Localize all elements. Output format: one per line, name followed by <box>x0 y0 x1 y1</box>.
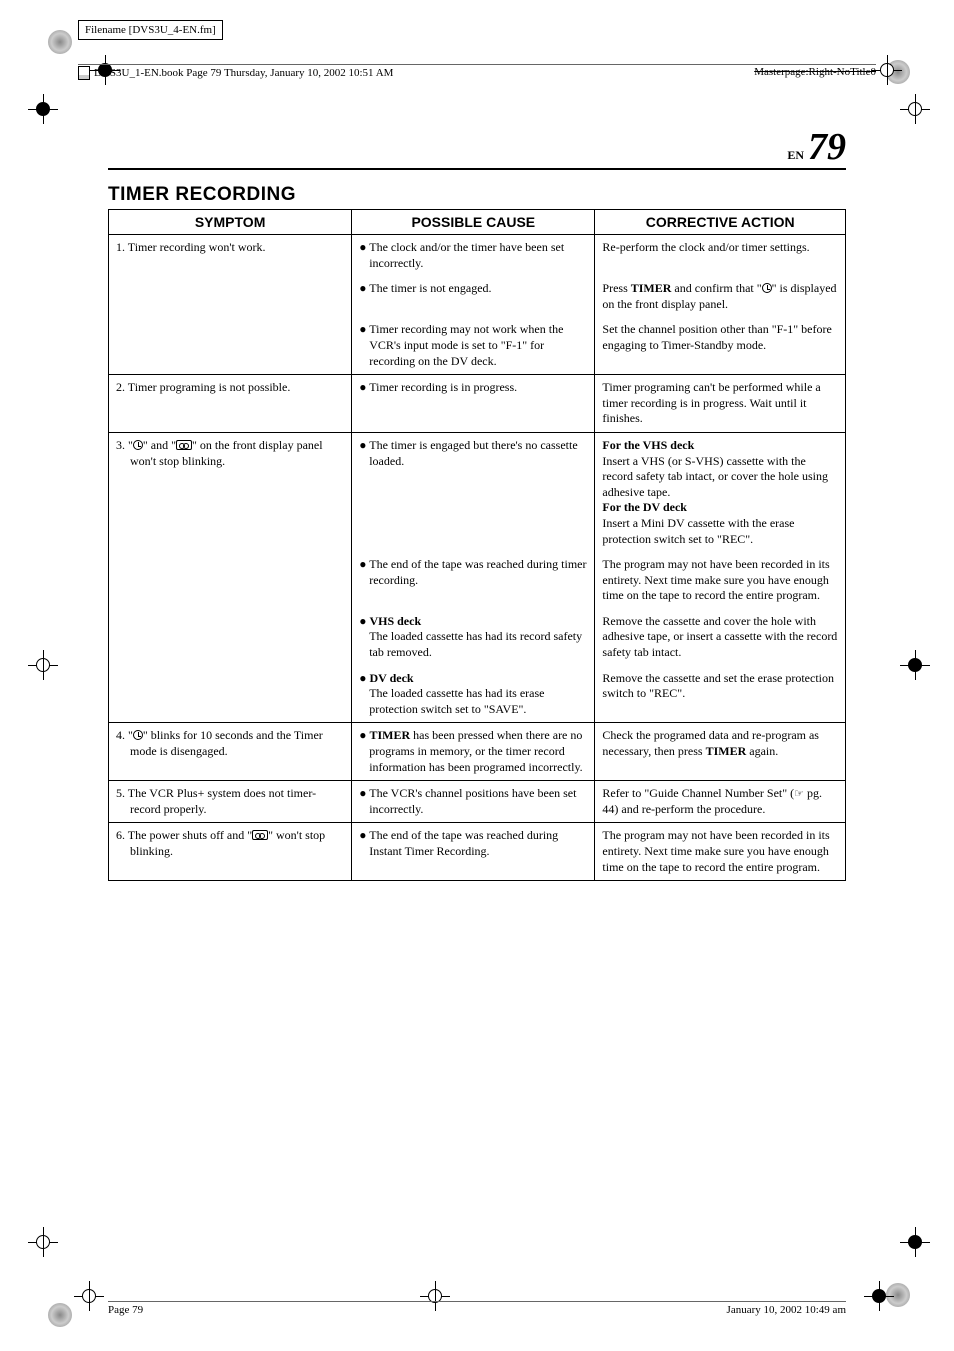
cause-cell: ● Timer recording is in progress. <box>352 375 595 433</box>
action-cell: Set the channel position other than "F-1… <box>595 317 846 374</box>
table-row: 5. The VCR Plus+ system does not timer-r… <box>109 781 846 823</box>
crop-mark <box>74 1281 104 1311</box>
reg-mark-bl <box>48 1303 72 1327</box>
crop-mark <box>864 1281 894 1311</box>
cause-cell: ● The end of the tape was reached during… <box>352 552 595 609</box>
action-cell: Press TIMER and confirm that "" is displ… <box>595 276 846 317</box>
masterpage-label: Masterpage:Right-NoTitle0 <box>754 66 876 80</box>
crop-mark <box>900 650 930 680</box>
table-row: 6. The power shuts off and "" won't stop… <box>109 823 846 881</box>
cause-cell: ● DV deckThe loaded cassette has had its… <box>352 666 595 723</box>
cause-cell: ● The VCR's channel positions have been … <box>352 781 595 823</box>
clock-icon <box>133 730 143 740</box>
cause-cell: ● Timer recording may not work when the … <box>352 317 595 374</box>
crop-mark <box>900 94 930 124</box>
footer-date: January 10, 2002 10:49 am <box>727 1304 846 1316</box>
crop-mark <box>900 1227 930 1257</box>
troubleshooting-table: SYMPTOM POSSIBLE CAUSE CORRECTIVE ACTION… <box>108 209 846 881</box>
symptom-cell: 3. "" and "" on the front display panel … <box>109 432 352 723</box>
clock-icon <box>133 440 143 450</box>
page-number-block: EN 79 <box>108 128 846 170</box>
cause-cell: ● The clock and/or the timer have been s… <box>352 235 595 277</box>
cassette-icon <box>252 830 268 840</box>
filename-box: Filename [DVS3U_4-EN.fm] <box>78 20 223 40</box>
page-content: EN 79 TIMER RECORDING SYMPTOM POSSIBLE C… <box>108 128 846 881</box>
action-cell: Timer programing can't be performed whil… <box>595 375 846 433</box>
table-row: 1. Timer recording won't work.● The cloc… <box>109 235 846 277</box>
section-title: TIMER RECORDING <box>108 184 846 206</box>
page-number: 79 <box>808 128 846 166</box>
cause-cell: ● The timer is not engaged. <box>352 276 595 317</box>
action-cell: The program may not have been recorded i… <box>595 823 846 881</box>
action-cell: Refer to "Guide Channel Number Set" (☞ p… <box>595 781 846 823</box>
clock-icon <box>762 283 772 293</box>
col-action: CORRECTIVE ACTION <box>595 210 846 235</box>
action-cell: Remove the cassette and set the erase pr… <box>595 666 846 723</box>
symptom-cell: 5. The VCR Plus+ system does not timer-r… <box>109 781 352 823</box>
action-cell: Remove the cassette and cover the hole w… <box>595 609 846 666</box>
cassette-icon <box>176 440 192 450</box>
crop-mark <box>28 650 58 680</box>
action-cell: Re-perform the clock and/or timer settin… <box>595 235 846 277</box>
cause-cell: ● VHS deckThe loaded cassette has had it… <box>352 609 595 666</box>
page-en-label: EN <box>787 148 804 163</box>
cause-cell: ● The timer is engaged but there's no ca… <box>352 432 595 552</box>
header-left-text: DVS3U_1-EN.book Page 79 Thursday, Januar… <box>94 67 393 79</box>
col-cause: POSSIBLE CAUSE <box>352 210 595 235</box>
table-row: 2. Timer programing is not possible.● Ti… <box>109 375 846 433</box>
cause-cell: ● TIMER has been pressed when there are … <box>352 723 595 781</box>
cause-cell: ● The end of the tape was reached during… <box>352 823 595 881</box>
crop-mark <box>28 1227 58 1257</box>
table-row: 4. "" blinks for 10 seconds and the Time… <box>109 723 846 781</box>
footer-page: Page 79 <box>108 1304 143 1316</box>
page-header: DVS3U_1-EN.book Page 79 Thursday, Januar… <box>78 64 876 80</box>
col-symptom: SYMPTOM <box>109 210 352 235</box>
crop-mark <box>872 55 902 85</box>
symptom-cell: 6. The power shuts off and "" won't stop… <box>109 823 352 881</box>
action-cell: The program may not have been recorded i… <box>595 552 846 609</box>
symptom-cell: 4. "" blinks for 10 seconds and the Time… <box>109 723 352 781</box>
crop-mark <box>28 94 58 124</box>
symptom-cell: 2. Timer programing is not possible. <box>109 375 352 433</box>
reg-mark-tl <box>48 30 72 54</box>
action-cell: For the VHS deckInsert a VHS (or S-VHS) … <box>595 432 846 552</box>
book-icon <box>78 66 90 80</box>
table-row: 3. "" and "" on the front display panel … <box>109 432 846 552</box>
symptom-cell: 1. Timer recording won't work. <box>109 235 352 375</box>
page-footer: Page 79 January 10, 2002 10:49 am <box>108 1301 846 1316</box>
action-cell: Check the programed data and re-program … <box>595 723 846 781</box>
